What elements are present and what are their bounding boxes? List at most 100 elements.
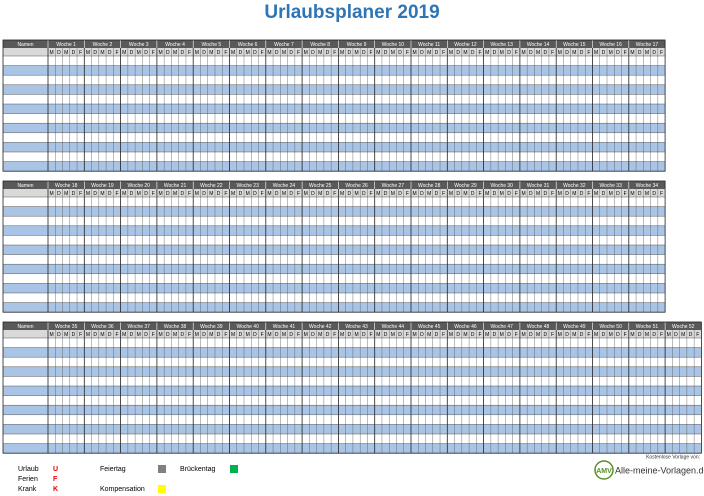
week-label: Woche 6 [238,42,258,48]
day-label: M [536,50,540,56]
day-label: M [246,332,250,338]
day-label: M [485,191,489,197]
day-label: F [587,50,590,56]
week-label: Woche 45 [418,324,441,330]
legend-label: Brückentag [180,466,216,473]
name-header: Namen [17,42,33,48]
week-label: Woche 32 [563,183,586,189]
day-label: D [529,332,533,338]
day-label: D [420,50,424,56]
day-label: F [224,50,227,56]
name-row [3,443,702,454]
day-label: D [543,191,547,197]
day-label: M [318,332,322,338]
day-label: D [144,50,148,56]
day-label: M [376,332,380,338]
day-label: M [354,332,358,338]
day-label: D [166,191,170,197]
day-label: M [413,191,417,197]
name-row [3,197,666,207]
day-label: M [231,191,235,197]
day-label: M [100,191,104,197]
day-label: D [384,191,388,197]
name-header: Namen [17,324,33,330]
day-label: D [239,50,243,56]
name-row [3,152,666,162]
day-label: D [130,50,134,56]
day-label: M [50,332,54,338]
day-label: D [420,332,424,338]
day-label: M [594,191,598,197]
day-label: M [500,332,504,338]
day-label: D [456,332,460,338]
day-label: D [93,50,97,56]
day-label: D [253,50,257,56]
day-label: D [289,332,293,338]
day-label: M [304,50,308,56]
day-label: M [609,332,613,338]
day-label: D [239,332,243,338]
day-label: D [57,50,61,56]
day-label: M [594,50,598,56]
legend-code: U [53,466,58,473]
day-label: D [616,191,620,197]
name-row [3,283,666,293]
day-label: F [152,191,155,197]
day-label: D [180,50,184,56]
day-label: D [130,191,134,197]
day-label: D [398,50,402,56]
day-label: M [558,50,562,56]
week-label: Woche 49 [563,324,586,330]
day-label: M [521,50,525,56]
day-label: D [166,50,170,56]
table-border [2,321,702,454]
day-label: M [391,332,395,338]
header-row [3,181,666,189]
day-label: D [72,50,76,56]
day-row [3,330,702,338]
week-label: Woche 27 [382,183,405,189]
day-label: D [529,50,533,56]
week-label: Woche 10 [382,42,405,48]
day-label: M [572,332,576,338]
day-label: F [370,191,373,197]
week-label: Woche 40 [236,324,259,330]
day-label: D [674,332,678,338]
legend-label: Ferien [18,476,38,483]
day-label: D [616,332,620,338]
day-label: D [217,191,221,197]
name-row [3,273,666,284]
day-label: M [137,191,141,197]
week-label: Woche 9 [347,42,367,48]
week-label: Woche 12 [454,42,477,48]
day-label: M [645,332,649,338]
day-label: M [609,191,613,197]
day-label: D [493,191,497,197]
day-label: D [93,332,97,338]
week-label: Woche 21 [164,183,187,189]
day-label: D [652,332,656,338]
day-label: F [406,50,409,56]
name-row [3,414,702,425]
day-label: F [660,191,663,197]
day-label: D [362,191,366,197]
day-label: D [108,50,112,56]
day-label: F [696,332,699,338]
day-label: F [442,50,445,56]
day-label: D [565,332,569,338]
day-label: F [261,191,264,197]
day-label: F [188,332,191,338]
day-label: M [630,332,634,338]
day-label: M [209,332,213,338]
day-label: D [398,191,402,197]
table-border [2,39,666,172]
day-label: D [580,191,584,197]
week-label: Woche 34 [636,183,659,189]
legend-label: Krank [18,486,37,493]
day-label: M [376,50,380,56]
day-label: M [463,332,467,338]
day-label: D [130,332,134,338]
day-label: M [427,191,431,197]
day-label: D [326,50,330,56]
